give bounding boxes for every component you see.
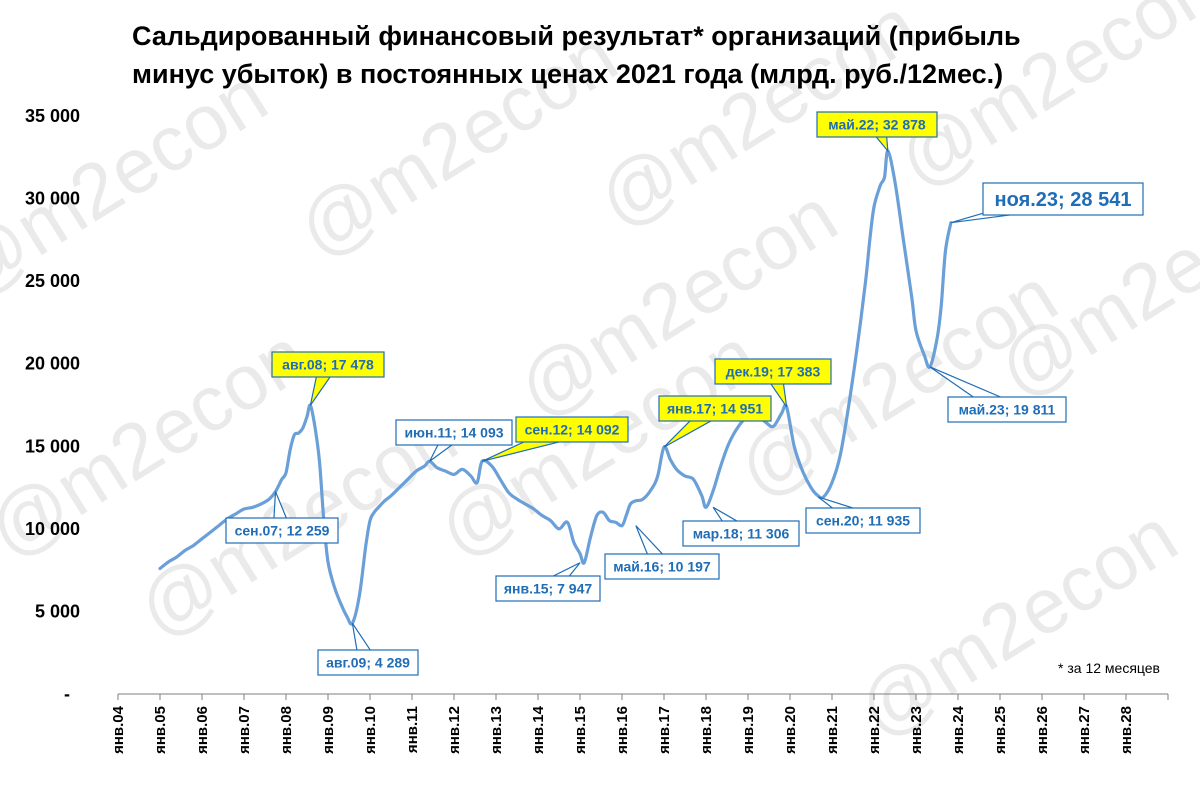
x-tick-label: янв.11 [404, 706, 421, 753]
chart-title-line-2: минус убыток) в постоянных ценах 2021 го… [132, 59, 1003, 89]
x-tick-label: янв.27 [1076, 706, 1093, 754]
series-line [158, 149, 953, 626]
callout-label: сен.12; 14 092 [525, 422, 620, 438]
callout: авг.08; 17 478 [271, 351, 385, 406]
x-tick-label: янв.25 [992, 706, 1009, 754]
x-tick-label: янв.05 [152, 706, 169, 754]
callout-label: дек.19; 17 383 [726, 364, 821, 380]
plot-area [158, 149, 953, 626]
x-tick-label: янв.12 [446, 706, 463, 754]
callout-seam [859, 513, 867, 528]
x-tick-label: янв.06 [194, 706, 211, 754]
callout-seam [1061, 191, 1065, 207]
callout: июн.11; 14 093 [395, 419, 513, 462]
callout: май.16; 10 197 [604, 525, 720, 580]
x-tick-label: янв.10 [362, 706, 379, 754]
x-tick-label: янв.08 [278, 706, 295, 754]
callout-box [495, 575, 601, 602]
callout-seam [448, 427, 460, 438]
callout: май.23; 19 811 [929, 366, 1067, 423]
x-tick-label: янв.26 [1034, 706, 1051, 754]
callout-seam [274, 529, 290, 532]
x-tick-label: янв.14 [530, 705, 547, 754]
callout-label: мар.18; 11 306 [693, 526, 790, 542]
y-tick-label: 30 000 [25, 189, 80, 209]
callout-label: авг.09; 4 289 [326, 655, 410, 671]
y-tick-label: 25 000 [25, 271, 80, 291]
callout-label: янв.15; 7 947 [504, 581, 592, 597]
x-tick-label: янв.28 [1118, 706, 1135, 754]
y-tick-label: 10 000 [25, 519, 80, 539]
callout-box [604, 553, 720, 580]
callouts: авг.08; 17 478 сен.07; 12 259 авг.09; 4 28… [225, 111, 1144, 676]
callout-seam [569, 422, 575, 437]
callout-seam [710, 402, 720, 415]
x-tick-label: янв.23 [908, 706, 925, 754]
x-tick-label: янв.20 [782, 706, 799, 754]
callout: сен.20; 11 935 [805, 496, 921, 534]
axes: - 5 000 10 000 15 000 20 000 25 000 30 000 35 0… [25, 106, 1169, 754]
callout-label: июн.11; 14 093 [404, 425, 503, 441]
callout: янв.15; 7 947 [495, 562, 601, 602]
callout-seam [1003, 402, 1011, 417]
x-tick-label: янв.22 [866, 706, 883, 754]
callout-label: май.16; 10 197 [613, 559, 711, 575]
x-tick-label: янв.17 [656, 706, 673, 754]
callout-seam [360, 659, 376, 666]
y-tick-label: 15 000 [25, 436, 80, 456]
callout: ноя.23; 28 541 [950, 182, 1144, 224]
callout-seam [765, 368, 781, 375]
x-tick-label: янв.24 [950, 705, 967, 754]
callout: мар.18; 11 306 [682, 506, 800, 547]
callout-seam [869, 121, 885, 128]
callout-seam [655, 562, 669, 571]
callout: май.22; 32 878 [816, 111, 938, 153]
x-tick-label: янв.07 [236, 706, 253, 754]
callout: янв.17; 14 951 [658, 395, 772, 448]
x-tick-label: янв.16 [614, 706, 631, 754]
x-tick-label: янв.15 [572, 706, 589, 754]
x-tick-label: янв.04 [110, 705, 127, 754]
callout-label: сен.07; 12 259 [235, 523, 330, 539]
x-tick-label: янв.18 [698, 706, 715, 754]
y-tick-label: 35 000 [25, 106, 80, 126]
callout-label: сен.20; 11 935 [816, 513, 910, 529]
x-tick-label: янв.21 [824, 706, 841, 754]
callout-seam [543, 582, 553, 595]
callout-label: ноя.23; 28 541 [995, 189, 1132, 211]
callout-label: май.22; 32 878 [828, 117, 926, 133]
footnote: * за 12 месяцев [1058, 660, 1160, 676]
callout-label: янв.17; 14 951 [667, 401, 763, 417]
x-tick-label: янв.19 [740, 706, 757, 754]
y-tick-label: 20 000 [25, 354, 80, 374]
y-tick-label: 5 000 [35, 601, 80, 621]
x-tick-label: янв.09 [320, 706, 337, 754]
callout: дек.19; 17 383 [714, 358, 832, 408]
x-tick-label: янв.13 [488, 706, 505, 754]
callout: авг.09; 4 289 [317, 622, 419, 676]
callout: сен.12; 14 092 [481, 416, 629, 462]
chart-title-line-1: Сальдированный финансовый результат* орг… [132, 21, 1021, 51]
y-tick-label: - [64, 684, 70, 704]
callout-label: май.23; 19 811 [959, 402, 1056, 418]
callout-seam [320, 361, 336, 368]
callout-seam [735, 527, 747, 540]
callout: сен.07; 12 259 [225, 491, 339, 544]
callout-label: авг.08; 17 478 [282, 357, 374, 373]
